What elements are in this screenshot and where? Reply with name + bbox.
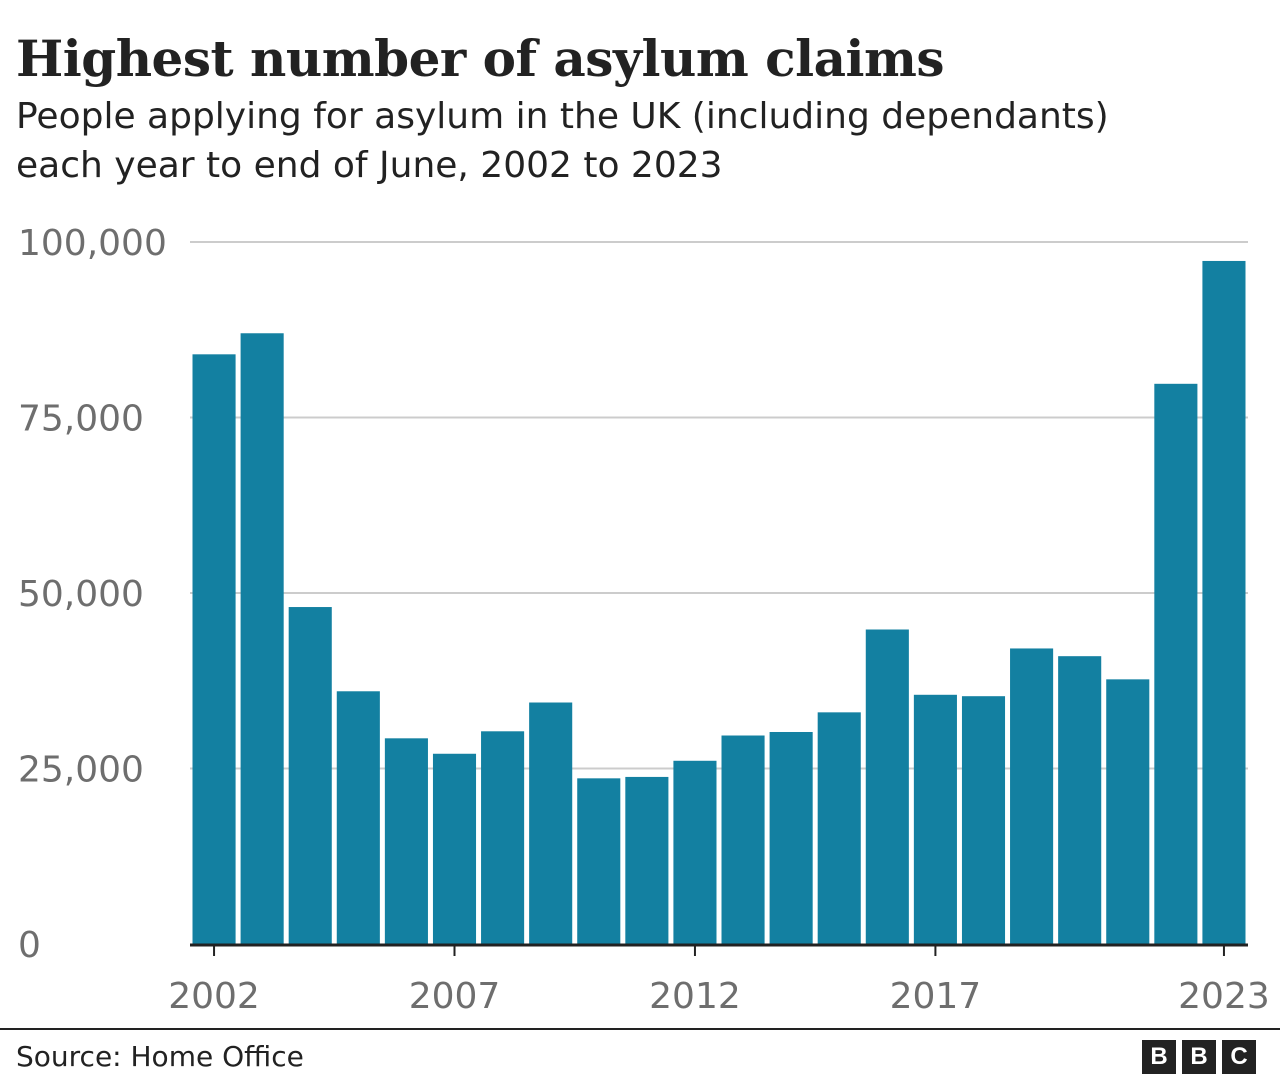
bar bbox=[192, 354, 236, 944]
x-tick-label: 2023 bbox=[1178, 976, 1270, 1017]
bar bbox=[625, 776, 669, 944]
bbc-logo-letter: C bbox=[1222, 1040, 1256, 1074]
x-tick-label: 2012 bbox=[649, 976, 741, 1017]
chart-subtitle: People applying for asylum in the UK (in… bbox=[16, 92, 1109, 190]
bar bbox=[529, 702, 573, 944]
bar bbox=[288, 607, 332, 944]
bar bbox=[913, 694, 957, 944]
x-tick-label: 2007 bbox=[409, 976, 501, 1017]
x-tick-label: 2002 bbox=[168, 976, 260, 1017]
bar bbox=[1154, 383, 1198, 945]
bbc-logo: B B C bbox=[1142, 1040, 1256, 1074]
bar bbox=[240, 333, 284, 944]
chart-title: Highest number of asylum claims bbox=[16, 29, 945, 88]
y-tick-label: 25,000 bbox=[18, 750, 144, 791]
chart-subtitle-line-2: each year to end of June, 2002 to 2023 bbox=[16, 145, 723, 186]
bar bbox=[481, 731, 525, 944]
bar-chart: 0 25,000 50,000 75,000 100,000 2002 2007 2012 20… bbox=[18, 223, 1270, 1017]
bar bbox=[817, 712, 861, 944]
bar bbox=[769, 731, 813, 944]
source-note: Source: Home Office bbox=[16, 1040, 304, 1073]
chart-subtitle-line-1: People applying for asylum in the UK (in… bbox=[16, 96, 1109, 137]
bar bbox=[1106, 679, 1150, 944]
bbc-logo-letter: B bbox=[1182, 1040, 1216, 1074]
bar bbox=[384, 738, 428, 944]
source-divider bbox=[0, 1028, 1280, 1030]
bar bbox=[1058, 656, 1102, 944]
y-tick-label: 50,000 bbox=[18, 574, 144, 615]
x-tick-label: 2017 bbox=[890, 976, 982, 1017]
bar bbox=[961, 696, 1006, 944]
y-tick-label: 75,000 bbox=[18, 399, 144, 440]
bar bbox=[577, 778, 621, 944]
bar bbox=[432, 753, 477, 944]
bar bbox=[1010, 648, 1054, 944]
bar bbox=[865, 629, 909, 944]
bar bbox=[336, 691, 380, 944]
bbc-logo-letter: B bbox=[1142, 1040, 1176, 1074]
y-tick-label: 100,000 bbox=[18, 223, 167, 264]
bar bbox=[673, 760, 717, 944]
bar bbox=[721, 735, 765, 944]
y-tick-label: 0 bbox=[18, 925, 41, 966]
bar bbox=[1202, 260, 1246, 945]
